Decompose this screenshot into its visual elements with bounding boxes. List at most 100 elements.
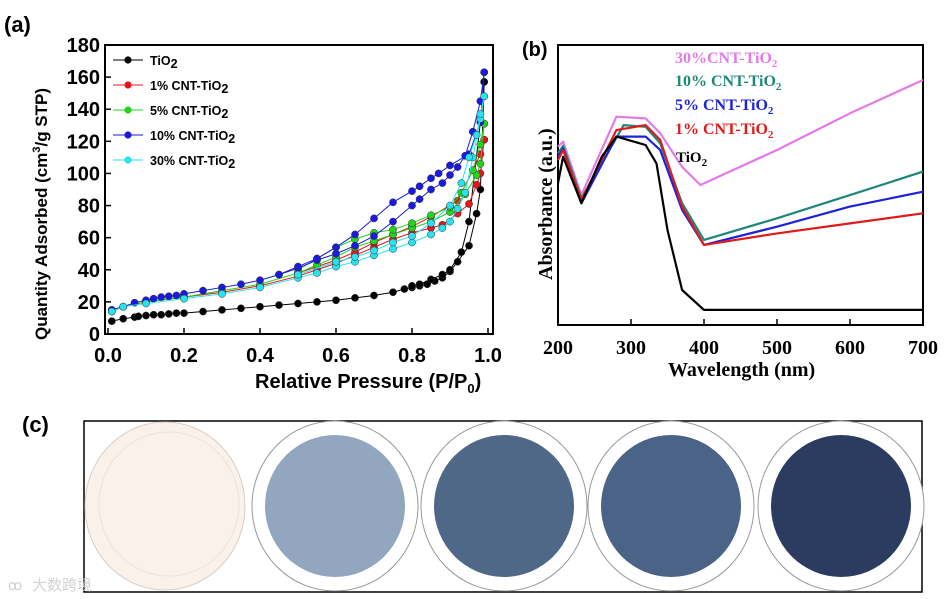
data-point <box>237 304 245 313</box>
data-point <box>275 270 283 279</box>
data-point <box>199 286 207 295</box>
data-point <box>465 153 473 162</box>
legend-marker <box>124 81 132 89</box>
y-tick-label: 100 <box>67 163 100 185</box>
x-tick-label: 1.0 <box>474 345 502 367</box>
data-point <box>180 294 188 303</box>
data-point <box>172 309 181 317</box>
data-point <box>468 166 477 175</box>
sample-disc <box>84 421 246 591</box>
data-point <box>446 265 454 274</box>
sample-disc <box>757 420 925 592</box>
legend-label: 10% CNT-TiO2 <box>150 129 235 146</box>
data-point <box>351 253 359 261</box>
data-point <box>446 217 454 226</box>
data-point <box>157 293 166 301</box>
y-tick-label: 180 <box>67 35 100 57</box>
data-point <box>415 195 424 203</box>
chart-a-frame <box>104 44 494 335</box>
data-point <box>480 92 489 101</box>
data-point <box>472 131 481 139</box>
data-point <box>332 243 340 252</box>
data-point <box>134 312 143 321</box>
x-tick-label: 0.2 <box>170 345 198 367</box>
panel-label-b: (b) <box>522 39 548 61</box>
data-point <box>453 204 462 213</box>
legend-label: TiO2 <box>150 54 178 71</box>
data-point <box>180 309 188 317</box>
sample-film <box>434 435 574 577</box>
data-point <box>389 217 397 226</box>
data-point <box>408 281 416 290</box>
data-point <box>427 174 435 183</box>
data-point <box>237 280 245 289</box>
data-point <box>332 257 340 266</box>
data-point <box>275 301 283 309</box>
chart-a-isotherm: 0.0 0.2 0.4 0.6 0.8 1.0 0 20 40 60 80 100 120 140 160 1… <box>31 35 502 396</box>
data-point <box>415 280 424 289</box>
x-tick-label: 0.8 <box>398 345 426 367</box>
x-tick-label: 400 <box>689 337 719 359</box>
data-point <box>142 299 150 308</box>
legend-label: 5% CNT-TiO2 <box>675 97 774 117</box>
chart-b-ylabel: Absorbance (a.u.) <box>535 128 557 280</box>
data-point <box>256 276 264 285</box>
data-point <box>457 179 466 187</box>
chart-b-frame <box>557 44 924 326</box>
data-point <box>119 314 128 323</box>
x-tick-label: 0.0 <box>94 345 122 367</box>
data-point <box>149 310 158 319</box>
data-point <box>149 294 158 303</box>
data-point <box>465 241 473 250</box>
panel-label-a: (a) <box>4 12 31 37</box>
data-point <box>427 219 435 228</box>
data-point <box>472 209 481 218</box>
data-point <box>438 179 447 187</box>
y-tick-label: 120 <box>67 131 100 153</box>
data-point <box>389 238 397 247</box>
sample-disc <box>251 420 419 592</box>
x-tick-label: 0.4 <box>246 345 275 367</box>
data-point <box>313 269 321 277</box>
legend-marker <box>124 56 132 64</box>
data-point <box>480 68 489 77</box>
y-tick-label: 0 <box>89 324 100 346</box>
data-point <box>389 288 397 297</box>
data-point <box>164 292 173 301</box>
data-point <box>400 285 409 293</box>
y-tick-label: 80 <box>78 196 100 218</box>
data-point <box>351 294 359 302</box>
data-point <box>446 161 454 170</box>
data-point <box>218 306 226 314</box>
data-point <box>313 298 321 306</box>
data-point <box>389 245 397 253</box>
data-point <box>164 310 173 318</box>
data-point <box>107 307 116 316</box>
data-point <box>332 249 340 258</box>
sample-film <box>265 435 405 577</box>
data-point <box>476 140 485 149</box>
data-point <box>427 185 435 194</box>
data-point <box>332 296 340 305</box>
data-point <box>476 159 485 168</box>
legend-label: 1% CNT-TiO2 <box>150 79 228 96</box>
y-tick-label: 140 <box>67 99 100 121</box>
data-point <box>256 302 264 311</box>
x-tick-label: 700 <box>908 337 938 359</box>
series-line <box>557 78 924 197</box>
data-point <box>142 311 150 320</box>
data-point <box>389 225 397 234</box>
data-point <box>370 232 378 240</box>
data-point <box>119 302 128 311</box>
data-point <box>370 214 378 223</box>
sample-film <box>601 435 741 577</box>
data-point <box>370 246 378 255</box>
legend-label: 10% CNT-TiO2 <box>675 73 782 93</box>
data-point <box>427 275 435 284</box>
data-point <box>218 290 226 298</box>
watermark: 大数跨境 <box>32 576 92 594</box>
y-tick-label: 60 <box>78 228 100 250</box>
legend-label: 5% CNT-TiO2 <box>150 104 228 121</box>
sample-disc <box>420 420 588 592</box>
